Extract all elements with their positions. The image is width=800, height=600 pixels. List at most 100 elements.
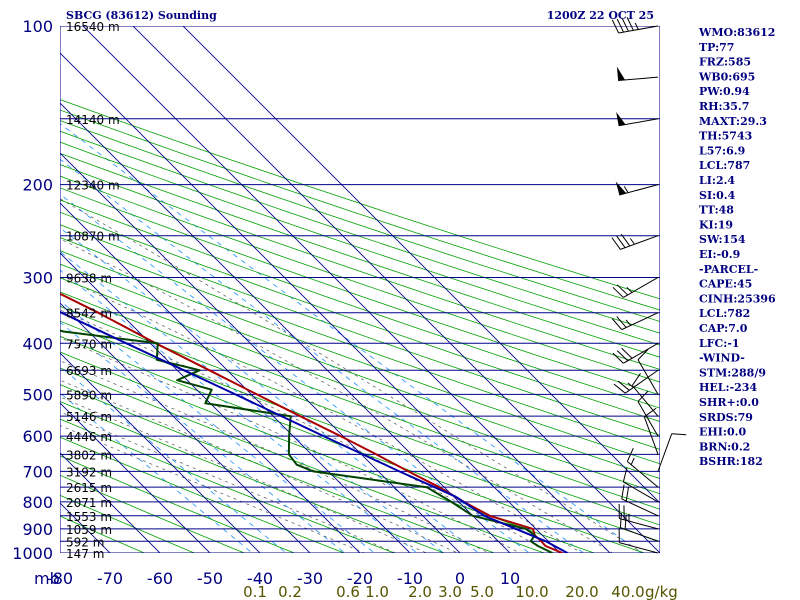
dry-adiabat-29 (60, 99, 660, 300)
chart-title-right: 1200Z 22 OCT 25 (547, 9, 654, 22)
isotherm-11 (60, 402, 211, 553)
wind-barb-18 (616, 66, 659, 82)
wind-barb-staff (623, 342, 659, 364)
wind-barb-flag (625, 486, 630, 502)
height-label: 2071 m (66, 496, 112, 510)
moist-adiabat-4 (60, 360, 490, 553)
wind-barb-pennant (615, 181, 627, 195)
height-label: 2615 m (66, 481, 112, 495)
dry-adiabat-8 (60, 367, 546, 553)
isotherm-19 (82, 26, 611, 553)
wind-barb-1 (619, 513, 659, 542)
mixing-ratio-unit-label: g/kg (645, 583, 678, 600)
wind-barb-half-flag (626, 287, 633, 293)
wind-barb-flag (626, 17, 634, 31)
wind-barb-staff (620, 527, 659, 542)
wind-barb-half-flag (623, 186, 629, 193)
pressure-tick-label: 100 (22, 17, 53, 36)
wind-barb-8 (637, 390, 659, 437)
dry-adiabat-19 (60, 211, 660, 423)
mixing-ratio-tick-label: 20.0 (565, 583, 598, 600)
moist-adiabat-3 (60, 379, 459, 553)
grid-lines (60, 26, 660, 553)
index-item: EI:-0.9 (699, 248, 740, 261)
wind-barb-half-flag (627, 382, 634, 388)
dry-adiabat-21 (60, 187, 660, 396)
mixing-ratio-tick-label: 0.1 (243, 583, 267, 600)
dewpoint-profile-line (60, 329, 553, 553)
pressure-tick-label: 900 (22, 520, 53, 539)
wind-barb-staff (643, 416, 659, 455)
wind-barb-flag (637, 390, 649, 402)
wind-barb-pennant (616, 111, 626, 126)
dry-adiabat-17 (60, 237, 660, 450)
wind-barb-flag (616, 18, 624, 33)
mixing-ratio-tick-label: 5.0 (470, 583, 494, 600)
mixing-ratio-tick-label: 0.6 (336, 583, 360, 600)
mixing-ratio-tick-label: 1.0 (365, 583, 389, 600)
height-label: 12340 m (66, 179, 120, 193)
index-item: PW:0.94 (699, 85, 750, 98)
wind-barb-staff (637, 401, 659, 437)
wind-barb-15 (611, 233, 659, 250)
dry-adiabat-28 (60, 109, 660, 311)
wind-barb-11 (613, 369, 659, 394)
index-item: WMO:83612 (698, 26, 775, 39)
wind-barb-flag (616, 316, 627, 328)
index-item: SW:154 (699, 233, 746, 246)
wind-barb-flag (617, 380, 630, 391)
pressure-tick-label: 200 (22, 176, 53, 195)
wind-barb-13 (611, 312, 659, 331)
isotherm-18 (60, 52, 561, 553)
temp-tick-label: -70 (97, 569, 123, 588)
wind-barb-9 (631, 373, 659, 417)
isotherm-15 (60, 202, 411, 553)
wind-barb-staff (623, 481, 659, 503)
wind-barb-staff (619, 542, 659, 554)
height-label: 592 m (66, 535, 104, 549)
height-label: 14140 m (66, 113, 120, 127)
dry-adiabat-22 (60, 175, 660, 383)
wind-barb-flag (612, 286, 624, 298)
wind-barb-3 (621, 484, 659, 517)
wind-barb-flag (637, 348, 649, 361)
wind-barb-half-flag (630, 457, 635, 465)
isotherm-20 (132, 26, 660, 553)
dry-adiabat-25 (60, 141, 660, 346)
dry-adiabat-14 (60, 277, 660, 495)
temp-tick-label: -60 (147, 569, 173, 588)
height-label: 8542 m (66, 307, 112, 321)
wind-barb-staff (631, 385, 659, 417)
dry-adiabat-3 (60, 455, 296, 553)
index-item: TH:5743 (699, 130, 752, 143)
profile-lines (60, 292, 568, 553)
dry-adiabat-6 (60, 401, 446, 553)
isotherm-14 (60, 252, 361, 553)
pressure-tick-label: 700 (22, 462, 53, 481)
height-label: 7570 m (66, 337, 112, 351)
wind-barb-flag (626, 447, 634, 462)
wind-barb-staff (618, 76, 659, 82)
height-label: 5146 m (66, 410, 112, 424)
dry-adiabat-7 (60, 384, 496, 553)
index-item: CINH:25396 (699, 292, 776, 305)
index-item: WB0:695 (698, 70, 755, 83)
isotherm-12 (60, 352, 261, 553)
moist-adiabat-2 (60, 396, 428, 553)
index-item: -PARCEL- (699, 263, 758, 276)
index-item: MAXT:29.3 (699, 115, 767, 128)
isotherm-10 (60, 452, 161, 553)
moist-adiabat-0 (60, 425, 366, 553)
height-label: 147 m (66, 547, 104, 561)
index-item: LCL:782 (699, 307, 750, 320)
wind-barb-flag (621, 17, 629, 32)
index-item: CAPE:45 (699, 278, 752, 291)
index-item: LFC:-1 (699, 337, 740, 350)
index-item: STM:288/9 (699, 366, 766, 379)
height-label: 9638 m (66, 271, 112, 285)
wind-barb-flag (631, 373, 641, 386)
wind-barb-0 (618, 528, 659, 554)
index-item: SRDS:79 (699, 411, 753, 424)
